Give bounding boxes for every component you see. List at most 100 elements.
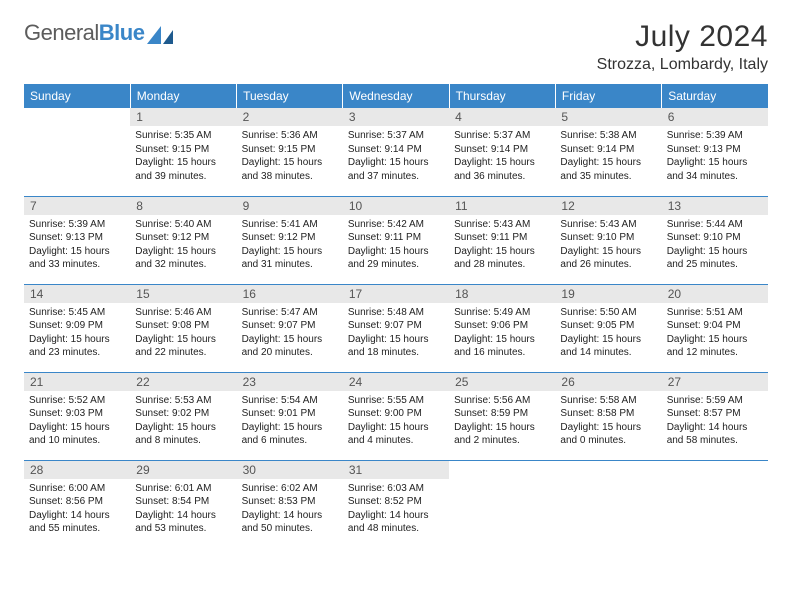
day-number: 2	[237, 108, 343, 126]
day-number: 26	[555, 373, 661, 391]
sunrise-text: Sunrise: 5:37 AM	[454, 129, 550, 143]
calendar-day-cell: 1Sunrise: 5:35 AMSunset: 9:15 PMDaylight…	[130, 108, 236, 196]
day-number: 19	[555, 285, 661, 303]
daylight-text: Daylight: 14 hours and 53 minutes.	[135, 509, 231, 536]
calendar-week-row: 7Sunrise: 5:39 AMSunset: 9:13 PMDaylight…	[24, 196, 768, 284]
daylight-text: Daylight: 15 hours and 38 minutes.	[242, 156, 338, 183]
day-number: 6	[662, 108, 768, 126]
calendar-day-cell	[662, 460, 768, 548]
day-number: 18	[449, 285, 555, 303]
sunset-text: Sunset: 8:53 PM	[242, 495, 338, 509]
calendar-day-cell: 14Sunrise: 5:45 AMSunset: 9:09 PMDayligh…	[24, 284, 130, 372]
month-title: July 2024	[597, 20, 768, 54]
calendar-page: GeneralBlue July 2024 Strozza, Lombardy,…	[0, 0, 792, 612]
day-data: Sunrise: 5:44 AMSunset: 9:10 PMDaylight:…	[662, 215, 768, 275]
sunset-text: Sunset: 9:00 PM	[348, 407, 444, 421]
day-data: Sunrise: 5:59 AMSunset: 8:57 PMDaylight:…	[662, 391, 768, 451]
sunset-text: Sunset: 8:59 PM	[454, 407, 550, 421]
day-number: 8	[130, 197, 236, 215]
day-number: 24	[343, 373, 449, 391]
daylight-text: Daylight: 15 hours and 25 minutes.	[667, 245, 763, 272]
day-data: Sunrise: 5:35 AMSunset: 9:15 PMDaylight:…	[130, 126, 236, 186]
sunrise-text: Sunrise: 5:59 AM	[667, 394, 763, 408]
logo: GeneralBlue	[24, 20, 173, 46]
daylight-text: Daylight: 15 hours and 6 minutes.	[242, 421, 338, 448]
day-data: Sunrise: 6:03 AMSunset: 8:52 PMDaylight:…	[343, 479, 449, 539]
day-data: Sunrise: 5:51 AMSunset: 9:04 PMDaylight:…	[662, 303, 768, 363]
calendar-day-cell: 16Sunrise: 5:47 AMSunset: 9:07 PMDayligh…	[237, 284, 343, 372]
day-number: 15	[130, 285, 236, 303]
calendar-week-row: 1Sunrise: 5:35 AMSunset: 9:15 PMDaylight…	[24, 108, 768, 196]
day-data: Sunrise: 5:50 AMSunset: 9:05 PMDaylight:…	[555, 303, 661, 363]
daylight-text: Daylight: 15 hours and 33 minutes.	[29, 245, 125, 272]
calendar-day-cell: 2Sunrise: 5:36 AMSunset: 9:15 PMDaylight…	[237, 108, 343, 196]
calendar-day-cell: 8Sunrise: 5:40 AMSunset: 9:12 PMDaylight…	[130, 196, 236, 284]
logo-text-2: Blue	[99, 20, 145, 46]
day-data: Sunrise: 5:41 AMSunset: 9:12 PMDaylight:…	[237, 215, 343, 275]
day-data: Sunrise: 5:43 AMSunset: 9:10 PMDaylight:…	[555, 215, 661, 275]
sunrise-text: Sunrise: 5:39 AM	[667, 129, 763, 143]
calendar-day-cell: 26Sunrise: 5:58 AMSunset: 8:58 PMDayligh…	[555, 372, 661, 460]
daylight-text: Daylight: 15 hours and 2 minutes.	[454, 421, 550, 448]
day-data: Sunrise: 5:58 AMSunset: 8:58 PMDaylight:…	[555, 391, 661, 451]
calendar-day-cell: 31Sunrise: 6:03 AMSunset: 8:52 PMDayligh…	[343, 460, 449, 548]
calendar-day-cell: 17Sunrise: 5:48 AMSunset: 9:07 PMDayligh…	[343, 284, 449, 372]
daylight-text: Daylight: 15 hours and 26 minutes.	[560, 245, 656, 272]
daylight-text: Daylight: 15 hours and 20 minutes.	[242, 333, 338, 360]
daylight-text: Daylight: 15 hours and 36 minutes.	[454, 156, 550, 183]
sunrise-text: Sunrise: 5:50 AM	[560, 306, 656, 320]
day-data: Sunrise: 5:38 AMSunset: 9:14 PMDaylight:…	[555, 126, 661, 186]
day-number: 13	[662, 197, 768, 215]
day-data: Sunrise: 5:36 AMSunset: 9:15 PMDaylight:…	[237, 126, 343, 186]
sunrise-text: Sunrise: 5:37 AM	[348, 129, 444, 143]
day-number: 12	[555, 197, 661, 215]
day-number: 11	[449, 197, 555, 215]
weekday-header: Thursday	[449, 84, 555, 108]
day-data: Sunrise: 5:46 AMSunset: 9:08 PMDaylight:…	[130, 303, 236, 363]
sunset-text: Sunset: 9:04 PM	[667, 319, 763, 333]
sunset-text: Sunset: 8:56 PM	[29, 495, 125, 509]
sunset-text: Sunset: 9:12 PM	[242, 231, 338, 245]
sunrise-text: Sunrise: 5:48 AM	[348, 306, 444, 320]
day-data: Sunrise: 5:39 AMSunset: 9:13 PMDaylight:…	[24, 215, 130, 275]
sunset-text: Sunset: 8:52 PM	[348, 495, 444, 509]
sunrise-text: Sunrise: 5:55 AM	[348, 394, 444, 408]
day-number: 10	[343, 197, 449, 215]
calendar-day-cell: 28Sunrise: 6:00 AMSunset: 8:56 PMDayligh…	[24, 460, 130, 548]
calendar-day-cell: 20Sunrise: 5:51 AMSunset: 9:04 PMDayligh…	[662, 284, 768, 372]
day-number: 31	[343, 461, 449, 479]
calendar-day-cell: 12Sunrise: 5:43 AMSunset: 9:10 PMDayligh…	[555, 196, 661, 284]
daylight-text: Daylight: 15 hours and 32 minutes.	[135, 245, 231, 272]
daylight-text: Daylight: 15 hours and 28 minutes.	[454, 245, 550, 272]
day-number: 22	[130, 373, 236, 391]
calendar-table: Sunday Monday Tuesday Wednesday Thursday…	[24, 84, 768, 548]
daylight-text: Daylight: 15 hours and 31 minutes.	[242, 245, 338, 272]
daylight-text: Daylight: 15 hours and 0 minutes.	[560, 421, 656, 448]
sunrise-text: Sunrise: 5:56 AM	[454, 394, 550, 408]
sunrise-text: Sunrise: 5:49 AM	[454, 306, 550, 320]
calendar-day-cell: 9Sunrise: 5:41 AMSunset: 9:12 PMDaylight…	[237, 196, 343, 284]
sunrise-text: Sunrise: 6:02 AM	[242, 482, 338, 496]
sunset-text: Sunset: 9:12 PM	[135, 231, 231, 245]
logo-text-1: General	[24, 20, 99, 46]
sunset-text: Sunset: 8:54 PM	[135, 495, 231, 509]
day-data: Sunrise: 5:54 AMSunset: 9:01 PMDaylight:…	[237, 391, 343, 451]
sunrise-text: Sunrise: 5:39 AM	[29, 218, 125, 232]
sunrise-text: Sunrise: 5:53 AM	[135, 394, 231, 408]
sunrise-text: Sunrise: 5:51 AM	[667, 306, 763, 320]
sunset-text: Sunset: 9:07 PM	[348, 319, 444, 333]
calendar-day-cell: 22Sunrise: 5:53 AMSunset: 9:02 PMDayligh…	[130, 372, 236, 460]
sunrise-text: Sunrise: 5:36 AM	[242, 129, 338, 143]
sunrise-text: Sunrise: 6:03 AM	[348, 482, 444, 496]
sunset-text: Sunset: 9:13 PM	[29, 231, 125, 245]
calendar-day-cell: 21Sunrise: 5:52 AMSunset: 9:03 PMDayligh…	[24, 372, 130, 460]
calendar-week-row: 28Sunrise: 6:00 AMSunset: 8:56 PMDayligh…	[24, 460, 768, 548]
calendar-week-row: 21Sunrise: 5:52 AMSunset: 9:03 PMDayligh…	[24, 372, 768, 460]
day-data: Sunrise: 5:48 AMSunset: 9:07 PMDaylight:…	[343, 303, 449, 363]
day-number: 20	[662, 285, 768, 303]
daylight-text: Daylight: 15 hours and 18 minutes.	[348, 333, 444, 360]
sunset-text: Sunset: 9:14 PM	[454, 143, 550, 157]
sunset-text: Sunset: 9:08 PM	[135, 319, 231, 333]
day-data: Sunrise: 5:45 AMSunset: 9:09 PMDaylight:…	[24, 303, 130, 363]
sunrise-text: Sunrise: 5:35 AM	[135, 129, 231, 143]
